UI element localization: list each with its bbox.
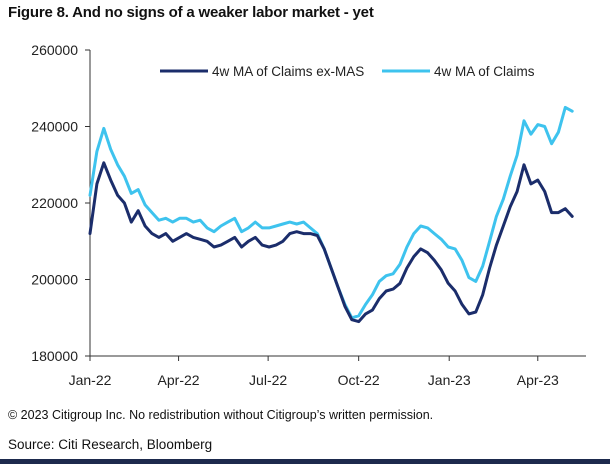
legend-item-claims-label: 4w MA of Claims	[434, 64, 535, 79]
x-tick-label: Jan-23	[428, 372, 471, 388]
x-tick-label: Oct-22	[338, 372, 380, 388]
chart-title: Figure 8. And no signs of a weaker labor…	[8, 4, 374, 21]
x-tick-label: Apr-23	[517, 372, 559, 388]
y-tick-label: 240000	[31, 119, 78, 135]
x-tick-label: Jul-22	[249, 372, 287, 388]
y-tick-label: 220000	[31, 195, 78, 211]
series-claims-line	[88, 105, 574, 320]
bottom-rule	[0, 459, 610, 464]
y-tick-label: 180000	[31, 348, 78, 364]
line-chart: 180000 200000 220000 240000 260000 Jan-22 Apr…	[31, 42, 586, 388]
y-axis-ticks: 180000 200000 220000 240000 260000	[31, 42, 90, 364]
x-tick-label: Jan-22	[69, 372, 112, 388]
series-group	[88, 105, 574, 324]
x-tick-label: Apr-22	[158, 372, 200, 388]
x-axis-ticks: Jan-22 Apr-22 Jul-22 Oct-22 Jan-23 Apr-23	[69, 356, 559, 388]
copyright-footnote: © 2023 Citigroup Inc. No redistribution …	[8, 408, 434, 422]
y-tick-label: 200000	[31, 272, 78, 288]
source-note: Source: Citi Research, Bloomberg	[8, 437, 213, 452]
series-claims-ex-mas-line	[88, 161, 574, 324]
legend: 4w MA of Claims ex-MAS 4w MA of Claims	[160, 64, 535, 79]
y-tick-label: 260000	[31, 42, 78, 58]
legend-item-claims-ex-mas-label: 4w MA of Claims ex-MAS	[212, 64, 364, 79]
